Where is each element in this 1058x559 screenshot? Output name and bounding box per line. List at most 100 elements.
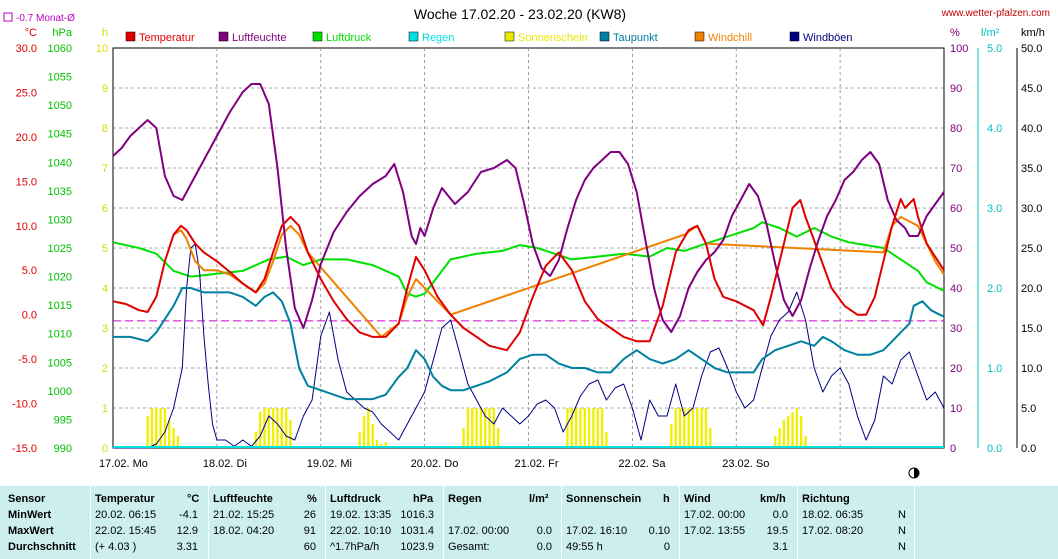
row-label-avg: Durchschnitt bbox=[8, 541, 76, 553]
sunshine-bar bbox=[592, 408, 595, 448]
sunshine-bar bbox=[570, 408, 573, 448]
sunshine-bar bbox=[484, 408, 487, 448]
pressure-axis-tick: 1045 bbox=[48, 129, 72, 141]
direction-header: Richtung bbox=[802, 493, 850, 505]
wind-axis-tick: 5.0 bbox=[1021, 403, 1036, 415]
sunshine-bar bbox=[375, 440, 379, 448]
rain-axis-tick: 4.0 bbox=[987, 123, 1002, 135]
sunshine-bar bbox=[778, 428, 781, 448]
humidity-min: 26 bbox=[303, 509, 316, 521]
wind-max: 19.5 bbox=[766, 525, 788, 537]
legend-swatch bbox=[789, 31, 800, 42]
monthly-avg-swatch bbox=[3, 12, 13, 22]
wind-axis-tick: 30.0 bbox=[1021, 203, 1042, 215]
monthly-avg-label: -0.7 Monat-Ø bbox=[16, 13, 75, 24]
pressure-axis-tick: 1040 bbox=[48, 157, 72, 169]
humidity-axis-tick: 40 bbox=[950, 283, 962, 295]
legend-swatch bbox=[312, 31, 323, 42]
humidity-axis-tick: 30 bbox=[950, 323, 962, 335]
series-windchill-line bbox=[173, 215, 945, 338]
sunshine-bar bbox=[795, 408, 799, 448]
humidity-axis-tick: 70 bbox=[950, 163, 962, 175]
sun-axis-tick: 5 bbox=[102, 243, 108, 255]
day-label: 20.02. Do bbox=[411, 458, 459, 470]
sunshine-bar bbox=[479, 408, 483, 448]
website-link[interactable]: www.wetter-pfalzen.com bbox=[941, 8, 1050, 19]
direction-min: N bbox=[898, 509, 906, 521]
sun-unit: h bbox=[663, 493, 670, 505]
sunshine-bar bbox=[280, 408, 283, 448]
day-label: 18.02. Di bbox=[203, 458, 247, 470]
sunshine-bar bbox=[600, 408, 604, 448]
sunshine-bar bbox=[704, 408, 708, 448]
sunshine-bar bbox=[605, 432, 608, 448]
pressure-max: 1031.4 bbox=[400, 525, 434, 537]
legend-label: Luftfeuchte bbox=[232, 32, 286, 44]
temp-axis-tick: -15.0 bbox=[12, 443, 37, 455]
wind-axis-tick: 15.0 bbox=[1021, 323, 1042, 335]
wind-axis-tick: 35.0 bbox=[1021, 163, 1042, 175]
sunshine-bar bbox=[155, 408, 158, 448]
sunshine-bar bbox=[263, 408, 266, 448]
rain-axis-tick: 2.0 bbox=[987, 283, 1002, 295]
humidity-unit: % bbox=[307, 493, 317, 505]
sunshine-bar bbox=[475, 408, 478, 448]
sunshine-bar bbox=[804, 436, 807, 448]
legend-label: Sonnenschein bbox=[518, 32, 588, 44]
humidity-header: Luftfeuchte bbox=[213, 493, 273, 505]
temp-max: 12.9 bbox=[176, 525, 198, 537]
pressure-min-time: 19.02. 13:35 bbox=[330, 509, 392, 521]
temp-min-time: 20.02. 06:15 bbox=[95, 509, 157, 521]
sunshine-bar bbox=[696, 408, 699, 448]
wind-axis-tick: 25.0 bbox=[1021, 243, 1042, 255]
sunshine-bar bbox=[254, 432, 258, 448]
temp-avg: 3.31 bbox=[176, 541, 198, 553]
temp-axis-unit: °C bbox=[25, 27, 37, 39]
pressure-unit: hPa bbox=[413, 493, 434, 505]
direction-max: N bbox=[898, 525, 906, 537]
sunshine-bar bbox=[176, 436, 180, 448]
wind-min: 0.0 bbox=[772, 509, 788, 521]
series-windböen-line bbox=[113, 243, 945, 449]
series-luftfeuchte-line bbox=[112, 83, 945, 333]
row-label-sensor: Sensor bbox=[8, 493, 46, 505]
series-temperatur-line bbox=[112, 198, 945, 352]
rain-axis-tick: 1.0 bbox=[987, 363, 1002, 375]
sunshine-bar bbox=[799, 416, 803, 448]
humidity-axis-tick: 60 bbox=[950, 203, 962, 215]
sun-axis-tick: 1 bbox=[102, 403, 108, 415]
marker-icon bbox=[908, 467, 920, 479]
temp-axis-tick: 5.0 bbox=[22, 265, 37, 277]
sun-axis-tick: 2 bbox=[102, 363, 108, 375]
pressure-max-time: 22.02. 10:10 bbox=[330, 525, 392, 537]
sunshine-bar bbox=[566, 408, 569, 448]
sunshine-bar bbox=[488, 408, 491, 448]
humidity-avg: 60 bbox=[303, 541, 316, 553]
pressure-avg: 1023.9 bbox=[400, 541, 434, 553]
sun-header: Sonnenschein bbox=[566, 493, 642, 505]
temp-axis-tick: -5.0 bbox=[18, 354, 37, 366]
temp-min: -4.1 bbox=[179, 509, 198, 521]
legend-label: Luftdruck bbox=[326, 32, 372, 44]
sunshine-bars bbox=[146, 408, 807, 448]
humidity-max-time: 18.02. 04:20 bbox=[213, 525, 275, 537]
sunshine-bar bbox=[289, 420, 292, 448]
sun-avg: 0 bbox=[663, 541, 670, 553]
rain-avg-note: Gesamt: bbox=[448, 541, 490, 553]
temp-max-time: 22.02. 15:45 bbox=[95, 525, 157, 537]
wind-axis-unit: km/h bbox=[1021, 27, 1045, 39]
sun-axis-tick: 8 bbox=[102, 123, 108, 135]
sunshine-bar bbox=[267, 408, 271, 448]
wind-axis-tick: 45.0 bbox=[1021, 83, 1042, 95]
row-label-min: MinWert bbox=[8, 509, 52, 521]
pressure-axis-tick: 1010 bbox=[48, 329, 72, 341]
pressure-axis-tick: 1060 bbox=[48, 43, 72, 55]
legend-swatch bbox=[504, 31, 515, 42]
temp-axis-tick: -10.0 bbox=[12, 399, 37, 411]
sunshine-bar bbox=[362, 416, 366, 448]
series-taupunkt-line bbox=[113, 287, 945, 401]
legend-swatch bbox=[694, 31, 705, 42]
sunshine-bar bbox=[159, 408, 162, 448]
series-luftdruck-line bbox=[112, 221, 945, 298]
sunshine-bar bbox=[574, 408, 578, 448]
